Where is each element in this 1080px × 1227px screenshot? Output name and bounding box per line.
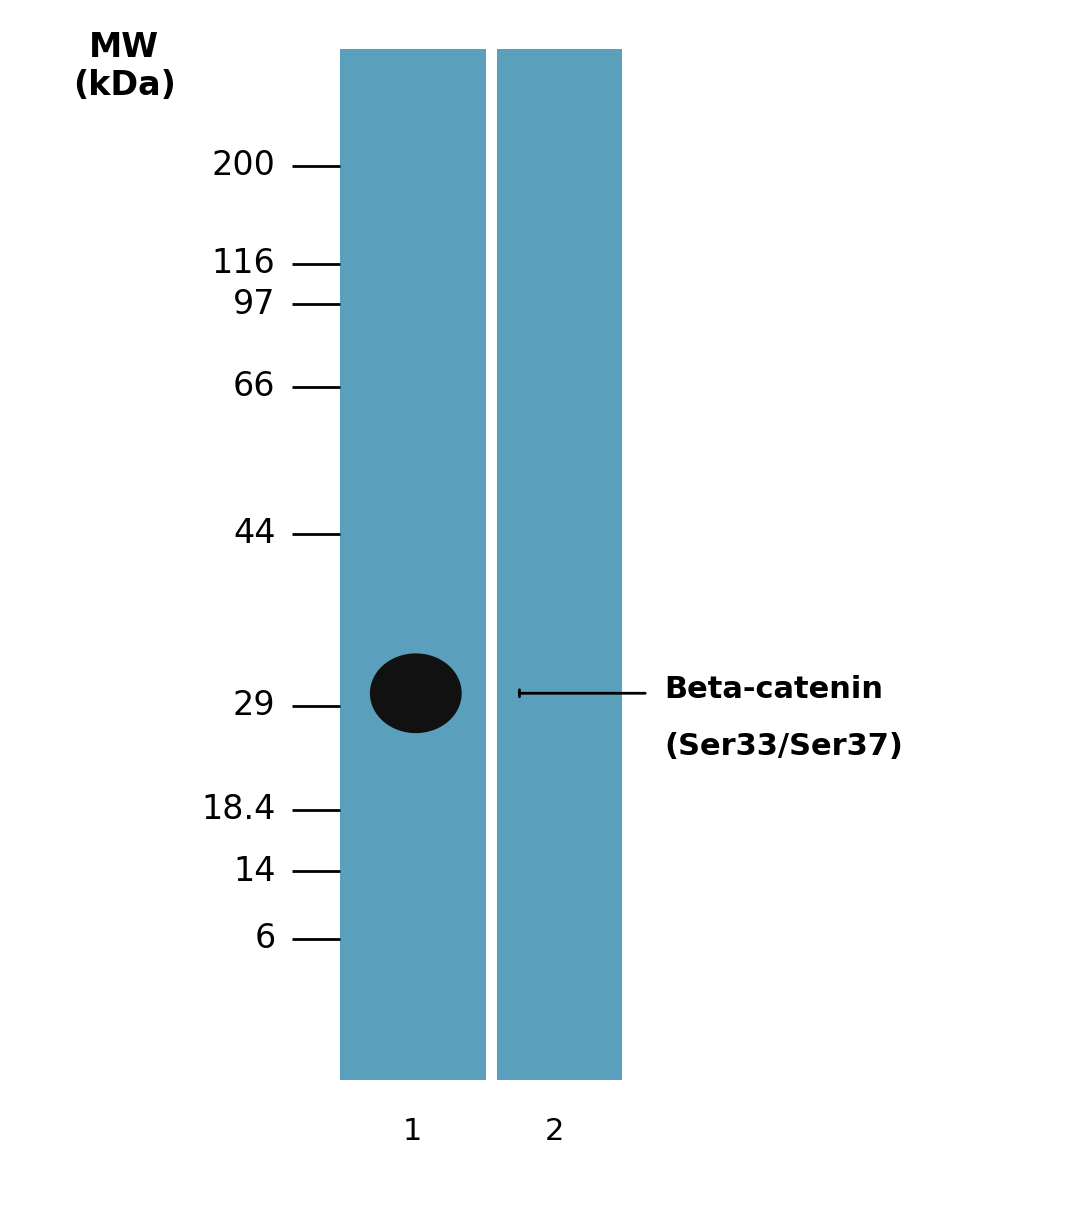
Text: MW
(kDa): MW (kDa)	[72, 31, 176, 102]
Text: 116: 116	[212, 248, 275, 280]
Text: 6: 6	[254, 923, 275, 955]
Text: (Ser33/Ser37): (Ser33/Ser37)	[664, 731, 903, 761]
FancyBboxPatch shape	[340, 49, 486, 1080]
Bar	[486, 49, 497, 1080]
Text: 66: 66	[233, 371, 275, 402]
Text: 97: 97	[233, 288, 275, 320]
FancyBboxPatch shape	[495, 49, 622, 1080]
Text: 44: 44	[233, 518, 275, 550]
Text: 18.4: 18.4	[201, 794, 275, 826]
Text: 1: 1	[403, 1117, 422, 1146]
Text: 14: 14	[233, 855, 275, 887]
Text: 200: 200	[212, 150, 275, 182]
Text: 2: 2	[544, 1117, 564, 1146]
Text: 29: 29	[233, 690, 275, 721]
Ellipse shape	[369, 653, 462, 733]
Text: Beta-catenin: Beta-catenin	[664, 675, 883, 704]
